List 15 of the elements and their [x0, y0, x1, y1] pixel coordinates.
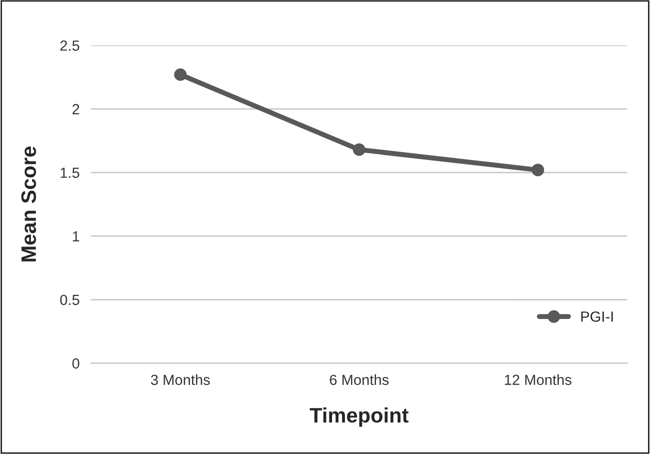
- x-tick-label: 6 Months: [330, 374, 389, 386]
- x-tick-label: 12 Months: [504, 374, 572, 386]
- y-tick-label: 0: [72, 358, 80, 369]
- y-tick-label: 0.5: [60, 294, 80, 306]
- y-tick-label: 1.5: [60, 168, 80, 178]
- point: [532, 164, 544, 176]
- legend-label: PGI-I: [581, 311, 613, 322]
- y-tick-label: 2: [72, 104, 80, 114]
- y-tick-label: 1: [72, 231, 80, 242]
- y-axis-title: Mean Score: [21, 146, 36, 262]
- x-tick-label: 3 Months: [150, 374, 210, 386]
- point: [352, 143, 366, 156]
- y-tick-label: 2.5: [60, 40, 80, 51]
- point: [174, 68, 187, 81]
- x-axis-title: Timepoint: [310, 407, 408, 427]
